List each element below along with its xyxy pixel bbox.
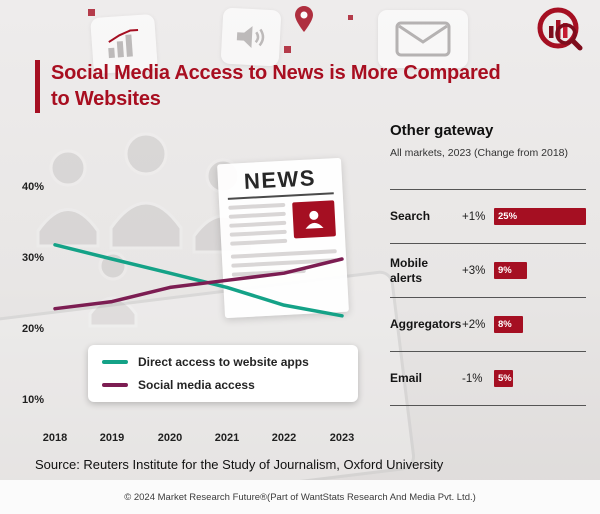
gateway-label: Search <box>390 209 431 224</box>
gateway-bar-value: 9% <box>498 265 512 276</box>
mrfr-logo-icon <box>537 7 583 51</box>
x-axis-label: 2022 <box>271 432 297 444</box>
envelope-icon <box>395 21 451 57</box>
y-axis-label: 30% <box>22 252 45 264</box>
legend-item-social-media: Social media access <box>102 378 344 392</box>
copyright-text: © 2024 Market Research Future®(Part of W… <box>124 491 476 503</box>
text-line-placeholder <box>231 268 307 277</box>
gateway-bar-track: 9% <box>494 262 586 279</box>
gateway-change: +3% <box>462 264 486 277</box>
gateway-bar-track: 5% <box>494 370 586 387</box>
text-line-placeholder <box>229 220 287 228</box>
x-axis-label: 2020 <box>157 432 183 444</box>
gateway-label: Aggregators <box>390 317 462 332</box>
gateway-rows: Search +1% 25% Mobile alerts +3% 9% Aggr… <box>390 189 586 406</box>
gateway-row-search: Search +1% 25% <box>390 190 586 244</box>
text-line-placeholder <box>228 211 286 219</box>
side-panel-title: Other gateway <box>390 122 494 139</box>
x-axis-label: 2018 <box>42 432 68 444</box>
speaker-tile <box>220 7 282 67</box>
legend-swatch-plum <box>102 383 128 387</box>
gateway-bar-value: 25% <box>498 211 518 222</box>
gateway-change: -1% <box>462 372 483 385</box>
newspaper-columns <box>228 200 336 250</box>
text-line-placeholder <box>231 258 338 268</box>
gateway-row-mobile-alerts: Mobile alerts +3% 9% <box>390 244 586 298</box>
gateway-bar-value: 8% <box>498 319 512 330</box>
chart-legend: Direct access to website apps Social med… <box>88 345 358 402</box>
y-axis-label: 10% <box>22 394 45 406</box>
y-axis-label: 20% <box>22 323 45 335</box>
text-line-placeholder <box>230 238 288 246</box>
gateway-label: Email <box>390 371 423 386</box>
bar-chart-tile <box>90 13 158 75</box>
x-axis-label: 2023 <box>329 432 355 444</box>
gateway-row-email: Email -1% 5% <box>390 352 586 406</box>
gateway-change: +2% <box>462 318 486 331</box>
newspaper-graphic: NEWS <box>217 157 349 319</box>
text-line-placeholder <box>228 202 286 210</box>
envelope-tile <box>378 10 468 68</box>
decorative-square <box>284 46 291 53</box>
gateway-change: +1% <box>462 210 486 223</box>
location-pin-icon <box>295 6 313 32</box>
page-title: Social Media Access to News is More Comp… <box>35 60 501 113</box>
source-note: Source: Reuters Institute for the Study … <box>35 457 444 472</box>
title-line-2: to Websites <box>51 88 161 111</box>
x-axis-label: 2021 <box>214 432 240 444</box>
gateway-bar-track: 8% <box>494 316 586 333</box>
text-line-placeholder <box>229 229 287 237</box>
decorative-square <box>88 9 95 16</box>
speaker-icon <box>236 26 265 49</box>
newspaper-text-lines <box>228 202 288 251</box>
footer-band: © 2024 Market Research Future®(Part of W… <box>0 480 600 514</box>
legend-item-direct-access: Direct access to website apps <box>102 355 344 369</box>
person-icon <box>305 210 324 229</box>
bar-chart-icon <box>108 28 139 59</box>
gateway-bar: 9% <box>494 262 527 279</box>
legend-label: Social media access <box>138 378 255 392</box>
gateway-row-aggregators: Aggregators +2% 8% <box>390 298 586 352</box>
title-line-1: Social Media Access to News is More Comp… <box>51 62 501 84</box>
text-line-placeholder <box>230 249 337 259</box>
decorative-square <box>348 15 353 20</box>
gateway-bar-track: 25% <box>494 208 586 225</box>
gateway-bar: 8% <box>494 316 523 333</box>
side-panel-subtitle: All markets, 2023 (Change from 2018) <box>390 147 569 159</box>
gateway-bar: 5% <box>494 370 513 387</box>
gateway-bar: 25% <box>494 208 586 225</box>
gateway-bar-value: 5% <box>498 373 512 384</box>
y-axis-label: 40% <box>22 181 45 193</box>
newspaper-photo-box <box>292 200 336 239</box>
newspaper-masthead: NEWS <box>226 164 334 200</box>
legend-label: Direct access to website apps <box>138 355 309 369</box>
x-axis-label: 2019 <box>99 432 125 444</box>
legend-swatch-teal <box>102 360 128 364</box>
gateway-label: Mobile alerts <box>390 256 428 285</box>
